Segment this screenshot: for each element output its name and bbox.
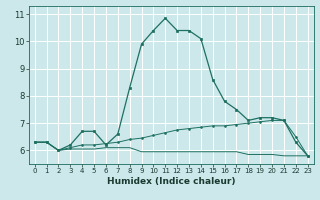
X-axis label: Humidex (Indice chaleur): Humidex (Indice chaleur) xyxy=(107,177,236,186)
